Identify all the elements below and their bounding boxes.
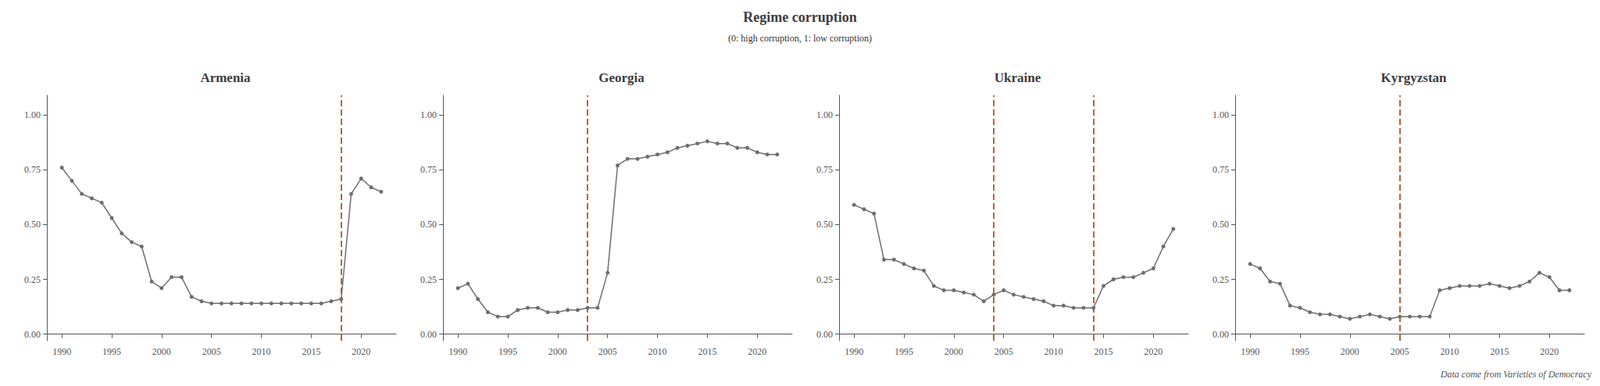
svg-text:1990: 1990 xyxy=(52,346,72,358)
svg-text:1.00: 1.00 xyxy=(816,109,833,121)
svg-text:2000: 2000 xyxy=(944,346,964,358)
svg-text:2005: 2005 xyxy=(202,346,222,358)
svg-text:1995: 1995 xyxy=(498,346,518,358)
svg-text:0.25: 0.25 xyxy=(24,274,41,286)
svg-text:0.50: 0.50 xyxy=(420,218,437,230)
svg-text:1.00: 1.00 xyxy=(24,109,41,121)
svg-text:0.50: 0.50 xyxy=(816,218,833,230)
svg-text:1.00: 1.00 xyxy=(1212,109,1229,121)
svg-text:2005: 2005 xyxy=(1390,346,1410,358)
svg-text:2015: 2015 xyxy=(1093,346,1113,358)
svg-text:2020: 2020 xyxy=(1539,346,1559,358)
svg-text:2015: 2015 xyxy=(697,346,717,358)
svg-text:0.75: 0.75 xyxy=(816,164,833,175)
svg-text:Ukraine: Ukraine xyxy=(994,70,1042,86)
svg-text:1990: 1990 xyxy=(1240,346,1260,358)
svg-text:1995: 1995 xyxy=(102,346,122,358)
svg-text:2010: 2010 xyxy=(1044,346,1064,358)
svg-text:2020: 2020 xyxy=(1143,346,1163,358)
svg-text:1.00: 1.00 xyxy=(420,109,437,121)
svg-text:2010: 2010 xyxy=(1440,346,1460,358)
svg-text:0.25: 0.25 xyxy=(1212,274,1229,286)
svg-text:2020: 2020 xyxy=(351,346,371,358)
svg-text:1995: 1995 xyxy=(894,346,914,358)
svg-text:2020: 2020 xyxy=(747,346,767,358)
svg-text:0.50: 0.50 xyxy=(24,218,41,230)
svg-text:2015: 2015 xyxy=(301,346,321,358)
svg-text:Regime corruption: Regime corruption xyxy=(742,9,857,25)
svg-text:0.25: 0.25 xyxy=(816,274,833,286)
svg-text:0.00: 0.00 xyxy=(420,328,437,340)
svg-text:0.00: 0.00 xyxy=(816,328,833,340)
svg-text:(0: high corruption, 1: low co: (0: high corruption, 1: low corruption) xyxy=(728,32,872,44)
svg-text:0.75: 0.75 xyxy=(1212,164,1229,175)
svg-text:2000: 2000 xyxy=(152,346,172,358)
svg-text:0.00: 0.00 xyxy=(24,328,41,340)
svg-text:1990: 1990 xyxy=(844,346,864,358)
svg-text:Georgia: Georgia xyxy=(598,70,645,86)
svg-text:2005: 2005 xyxy=(598,346,618,358)
svg-text:0.25: 0.25 xyxy=(420,274,437,286)
svg-text:2010: 2010 xyxy=(252,346,272,358)
svg-text:1990: 1990 xyxy=(448,346,468,358)
svg-text:Kyrgyzstan: Kyrgyzstan xyxy=(1380,70,1447,86)
svg-text:2000: 2000 xyxy=(548,346,568,358)
svg-text:Data come from Varieties of De: Data come from Varieties of Democracy xyxy=(1439,368,1593,380)
svg-text:2015: 2015 xyxy=(1489,346,1509,358)
svg-text:0.00: 0.00 xyxy=(1212,328,1229,340)
svg-text:Armenia: Armenia xyxy=(200,70,251,86)
svg-text:0.75: 0.75 xyxy=(24,164,41,175)
svg-text:1995: 1995 xyxy=(1290,346,1310,358)
svg-text:0.75: 0.75 xyxy=(420,164,437,175)
svg-text:2000: 2000 xyxy=(1340,346,1360,358)
svg-text:0.50: 0.50 xyxy=(1212,218,1229,230)
svg-text:2005: 2005 xyxy=(994,346,1014,358)
svg-text:2010: 2010 xyxy=(648,346,668,358)
